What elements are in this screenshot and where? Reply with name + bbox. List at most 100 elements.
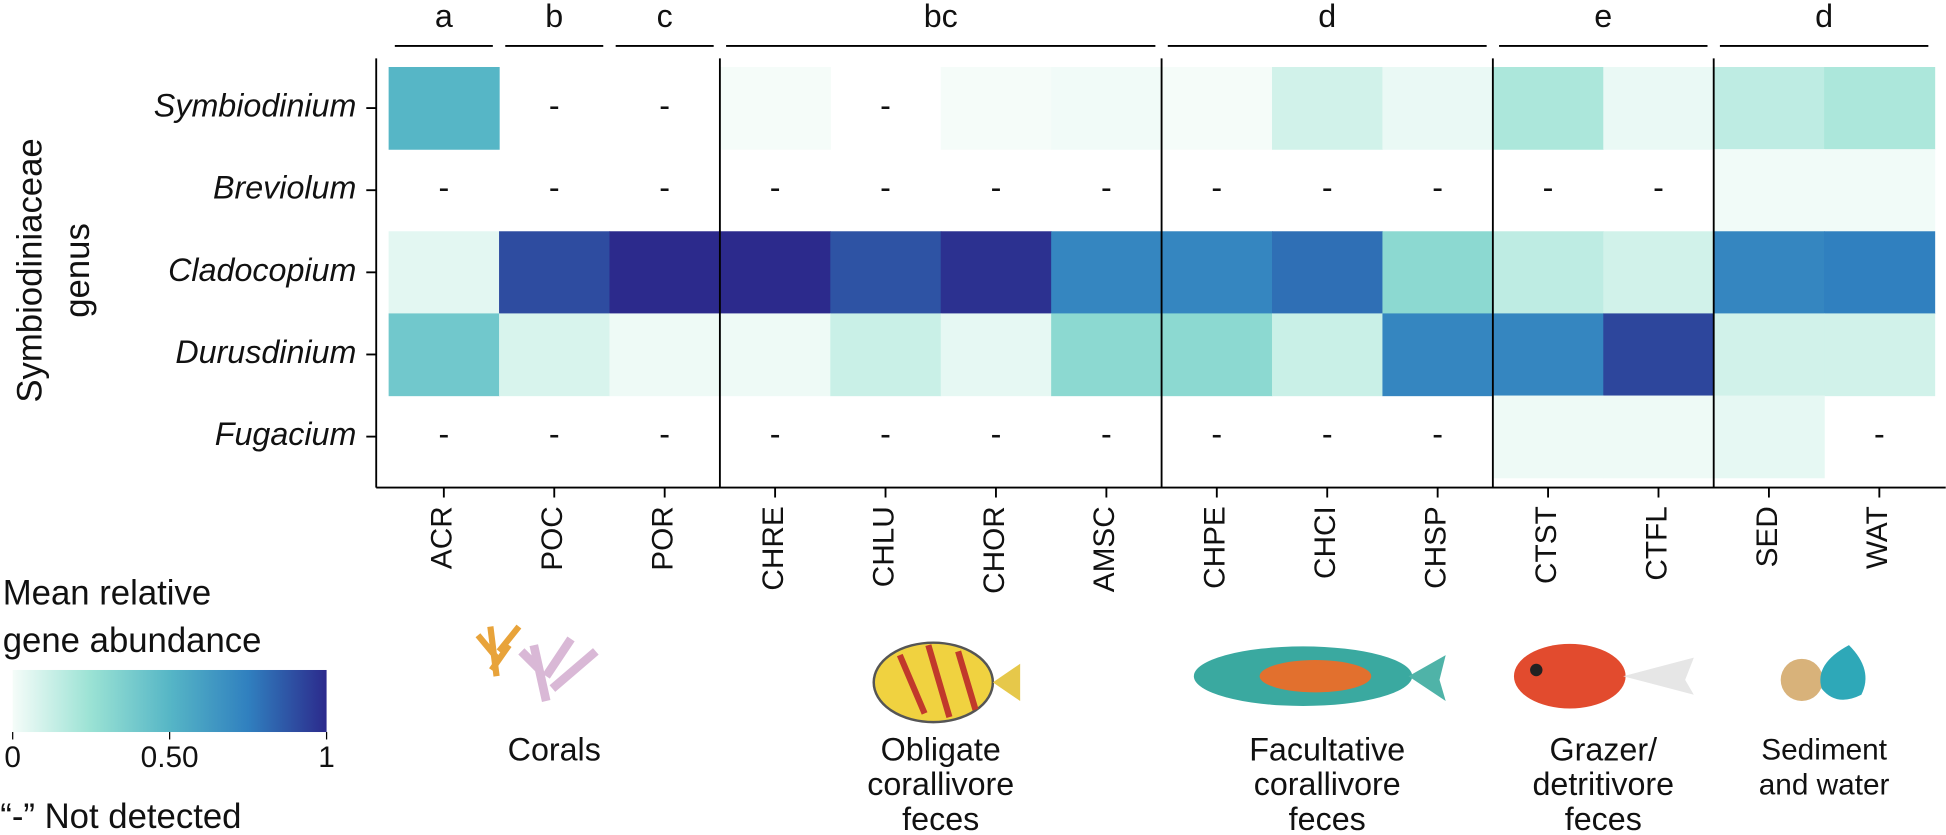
grazer-fish-icon [1513, 643, 1694, 709]
heatmap-cell [388, 231, 500, 315]
significance-letter: bc [924, 0, 958, 34]
colorbar-title: gene abundance [3, 622, 262, 660]
heatmap-cell [940, 66, 1052, 150]
heatmap-cell [1051, 66, 1163, 150]
missing-note: “-” Not detected [0, 798, 241, 835]
heatmap-cell [1713, 313, 1825, 397]
heatmap-cell [1272, 313, 1384, 397]
significance-letter: a [435, 0, 453, 34]
x-tick-label: CHLU [867, 506, 900, 587]
colorbar-tick-label: 0 [4, 741, 21, 774]
heatmap-cell [719, 66, 831, 150]
x-tick-label: CHRE [757, 506, 790, 590]
heatmap-cell [1272, 231, 1384, 315]
not-detected-label: - [659, 88, 670, 124]
heatmap-cell [830, 313, 942, 397]
not-detected-label: - [991, 170, 1002, 206]
not-detected-label: - [549, 170, 560, 206]
y-axis-title: Symbiodiniaceae [12, 138, 50, 402]
not-detected-label: - [880, 88, 891, 124]
y-tick-label: Breviolum [213, 170, 356, 206]
not-detected-label: - [880, 416, 891, 452]
not-detected-label: - [880, 170, 891, 206]
significance-letter: d [1815, 0, 1833, 34]
heatmap-cell [499, 231, 611, 315]
heatmap-cell [1051, 313, 1163, 397]
not-detected-label: - [1653, 170, 1664, 206]
heatmap-cell [940, 231, 1052, 315]
heatmap-cell [1603, 231, 1715, 315]
heatmap-cell [719, 231, 831, 315]
not-detected-label: - [1101, 170, 1112, 206]
group-label: feces [1565, 801, 1642, 835]
x-tick-label: CTFL [1640, 506, 1673, 580]
x-tick-label: ACR [426, 506, 459, 569]
not-detected-label: - [770, 170, 781, 206]
heatmap-cell [1492, 395, 1604, 479]
x-tick-label: POR [647, 506, 680, 571]
colorbar-tick-label: 0.50 [141, 741, 199, 774]
heatmap-cell [1492, 231, 1604, 315]
heatmap-cell [1824, 231, 1936, 315]
illustrations [475, 624, 1866, 724]
heatmap-cell [719, 313, 831, 397]
heatmap-cell [388, 313, 500, 397]
x-tick-label: POC [536, 506, 569, 571]
heatmap-cell [830, 231, 942, 315]
group-label: and water [1759, 768, 1890, 801]
sediment-water-icon [1780, 645, 1866, 702]
group-label: Sediment [1761, 734, 1887, 767]
heatmap-cell [1492, 313, 1604, 397]
not-detected-label: - [1432, 170, 1443, 206]
group-label: feces [902, 801, 979, 835]
heatmap-cell [1161, 313, 1273, 397]
y-tick-label: Cladocopium [168, 252, 356, 288]
x-tick-label: SED [1751, 506, 1784, 567]
x-tick-label: WAT [1861, 506, 1894, 569]
group-label: corallivore [1254, 766, 1401, 802]
heatmap-cell [940, 313, 1052, 397]
parrotfish-icon [1193, 646, 1446, 706]
y-tick-label: Symbiodinium [154, 88, 357, 124]
heatmap-cell [1272, 66, 1384, 150]
heatmap-cell [1713, 231, 1825, 315]
significance-letter: e [1594, 0, 1612, 34]
y-tick-label: Durusdinium [175, 334, 356, 370]
y-tick-label: Fugacium [215, 416, 357, 452]
butterflyfish-icon [872, 641, 1021, 724]
colorbar-title: Mean relative [3, 575, 211, 613]
y-axis-title: genus [59, 223, 97, 318]
heatmap-cell [1051, 231, 1163, 315]
x-tick-label: CHOR [978, 506, 1011, 594]
heatmap-cell [1713, 395, 1825, 479]
heatmap-cell [1824, 313, 1936, 397]
heatmap-cell [499, 313, 611, 397]
group-label: Obligate [881, 731, 1001, 767]
not-detected-label: - [438, 416, 449, 452]
group-label: Grazer/ [1550, 731, 1658, 767]
heatmap-cell [1382, 313, 1494, 397]
not-detected-label: - [1101, 416, 1112, 452]
significance-letter: d [1318, 0, 1336, 34]
x-tick-label: AMSC [1088, 506, 1121, 592]
heatmap-cell [1382, 66, 1494, 150]
not-detected-label: - [549, 416, 560, 452]
x-tick-label: CHPE [1199, 506, 1232, 589]
heatmap-cell [1603, 313, 1715, 397]
group-label: Corals [508, 731, 601, 767]
x-tick-label: CHSP [1420, 506, 1453, 589]
not-detected-label: - [991, 416, 1002, 452]
coral-icon [475, 624, 599, 702]
not-detected-label: - [659, 416, 670, 452]
heatmap-cell [609, 313, 721, 397]
significance-letter: c [657, 0, 673, 34]
heatmap-cell [1713, 66, 1825, 150]
not-detected-label: - [1211, 170, 1222, 206]
x-tick-label: CHCI [1309, 506, 1342, 579]
heatmap-cell [1382, 231, 1494, 315]
not-detected-label: - [438, 170, 449, 206]
heatmap-cell [1824, 66, 1936, 150]
heatmap-cell [1713, 149, 1825, 232]
heatmap-cell [388, 66, 500, 150]
not-detected-label: - [1211, 416, 1222, 452]
